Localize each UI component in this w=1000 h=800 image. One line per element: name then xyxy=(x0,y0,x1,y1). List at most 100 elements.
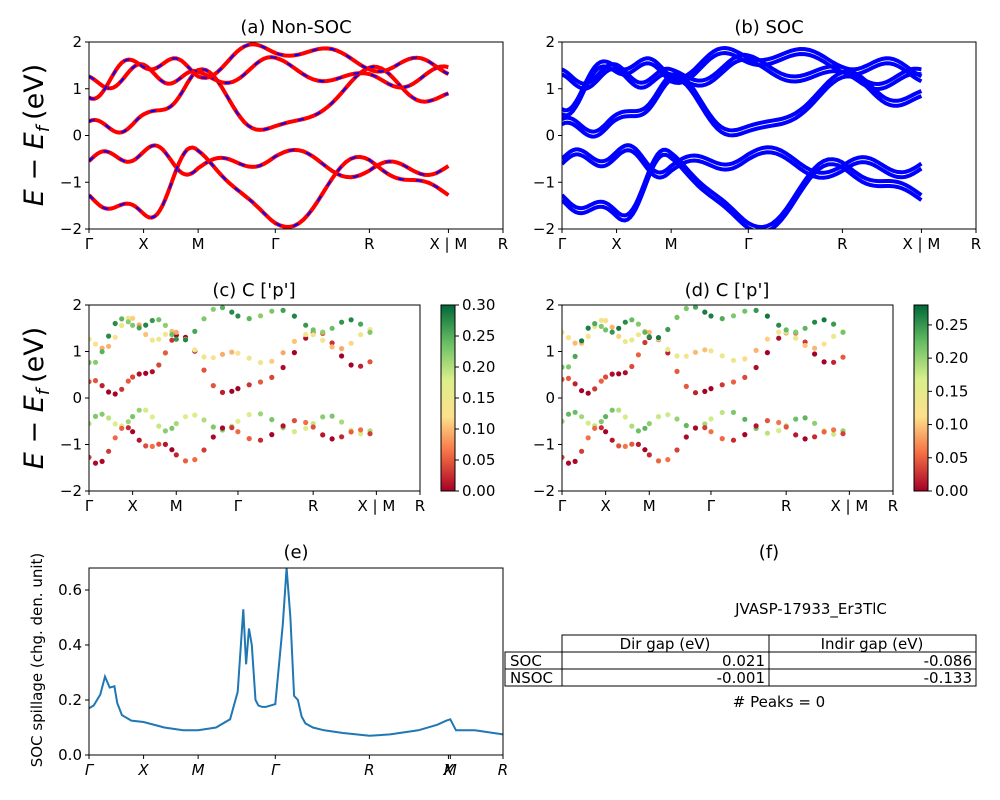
colorbar-tick-label: 0.15 xyxy=(935,382,968,400)
band-point xyxy=(635,428,642,434)
band-point xyxy=(112,320,118,327)
band-point xyxy=(235,418,241,424)
band-point xyxy=(622,370,628,376)
band-point xyxy=(585,420,591,426)
band-point xyxy=(730,437,737,443)
ytick-label: −2 xyxy=(533,220,555,238)
band-point xyxy=(367,329,373,335)
band-point xyxy=(119,316,125,322)
band-point xyxy=(162,331,168,337)
band-point xyxy=(201,367,207,373)
xtick-label: M xyxy=(192,761,205,779)
band-point xyxy=(106,343,112,349)
xtick-label: R xyxy=(781,497,791,515)
band-point xyxy=(598,323,604,329)
band-point xyxy=(793,432,799,438)
band-line-split xyxy=(562,148,923,180)
band-point xyxy=(246,355,252,361)
band-point xyxy=(125,419,131,425)
band-point xyxy=(130,414,136,420)
xtick-label: X xyxy=(611,235,621,253)
band-point xyxy=(358,332,364,338)
band-point xyxy=(831,359,837,365)
ytick-label: −1 xyxy=(60,436,82,454)
band-point xyxy=(565,335,572,341)
band-point xyxy=(635,321,642,327)
band-point xyxy=(280,364,286,371)
xtick-label: X xyxy=(137,761,149,779)
band-point xyxy=(629,363,635,370)
band-point xyxy=(303,322,309,328)
band-point xyxy=(162,441,168,447)
ytick-label: 1 xyxy=(545,80,555,98)
colorbar-tick-label: 0.05 xyxy=(935,449,968,467)
ytick-label: 2 xyxy=(545,33,555,51)
band-point xyxy=(348,362,354,368)
band-line xyxy=(89,42,450,101)
svg-text:E − Ef(eV): E − Ef(eV) xyxy=(19,327,54,469)
colorbar-tick-label: 0.25 xyxy=(935,316,968,334)
xtick-label: R xyxy=(498,761,508,779)
band-point xyxy=(99,383,105,389)
band-point xyxy=(201,316,207,322)
band-point xyxy=(303,331,309,338)
band-point xyxy=(367,431,373,437)
band-point xyxy=(210,424,216,430)
band-point xyxy=(665,412,671,418)
band-point xyxy=(169,425,175,431)
xtick-label: M xyxy=(643,497,656,515)
spillage-line xyxy=(88,567,504,737)
ytick-label: 1 xyxy=(545,343,555,361)
band-point xyxy=(764,313,771,319)
xtick-label: Γ xyxy=(234,497,243,515)
xtick-label: Γ xyxy=(744,235,753,253)
band-point xyxy=(246,316,252,322)
panel-e-axes: 0.00.20.40.6Γ X M Γ R XM R xyxy=(58,567,508,779)
band-line xyxy=(89,55,449,91)
band-point xyxy=(291,429,297,435)
xtick-label: X xyxy=(127,497,137,515)
band-point xyxy=(674,447,680,453)
band-point xyxy=(831,321,837,327)
svg-text:E − Ef(eV): E − Ef(eV) xyxy=(19,64,54,206)
xtick-label: M xyxy=(444,761,457,779)
band-point xyxy=(310,332,316,338)
band-line-dash xyxy=(89,65,449,134)
band-point xyxy=(616,333,622,339)
band-point xyxy=(182,414,189,420)
xtick-label: X xyxy=(138,235,148,253)
band-point xyxy=(229,425,235,431)
band-point xyxy=(269,374,275,380)
panel-c-colorbar: 0.00 0.05 0.10 0.15 0.20 0.25 0.30 xyxy=(440,296,495,500)
band-point xyxy=(579,388,585,394)
xtick-label: R xyxy=(888,497,898,515)
band-line-split xyxy=(562,50,923,118)
band-point xyxy=(572,353,578,359)
xtick-label: M xyxy=(665,235,678,253)
band-point xyxy=(831,427,837,433)
band-point xyxy=(764,350,771,356)
band-ylabel-mid: E − Ef(eV) xyxy=(19,327,54,469)
colorbar-tick-label: 0.25 xyxy=(462,327,495,345)
band-point xyxy=(310,424,316,430)
band-point xyxy=(603,429,609,435)
band-point xyxy=(358,363,364,369)
band-line xyxy=(89,64,450,135)
xtick-label: Γ xyxy=(271,761,281,779)
band-point xyxy=(125,425,131,431)
band-point xyxy=(642,447,648,453)
band-point xyxy=(598,419,604,425)
band-point xyxy=(219,351,226,357)
ytick-label: 1 xyxy=(72,343,82,361)
band-point xyxy=(603,414,609,420)
band-point xyxy=(719,353,725,359)
band-point xyxy=(303,425,309,431)
peaks-count: # Peaks = 0 xyxy=(733,693,825,711)
band-point xyxy=(89,454,92,460)
band-point xyxy=(609,329,615,335)
band-point xyxy=(802,415,808,421)
info-panel: JVASP-17933_Er3TlC Dir gap (eV) Indir ga… xyxy=(504,600,977,711)
ytick-label: −2 xyxy=(60,220,82,238)
band-point xyxy=(348,317,354,323)
band-point xyxy=(348,340,354,346)
